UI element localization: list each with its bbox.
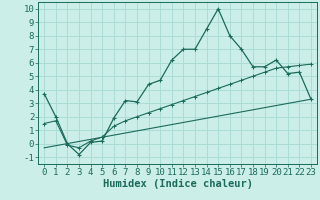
X-axis label: Humidex (Indice chaleur): Humidex (Indice chaleur) (103, 179, 252, 189)
